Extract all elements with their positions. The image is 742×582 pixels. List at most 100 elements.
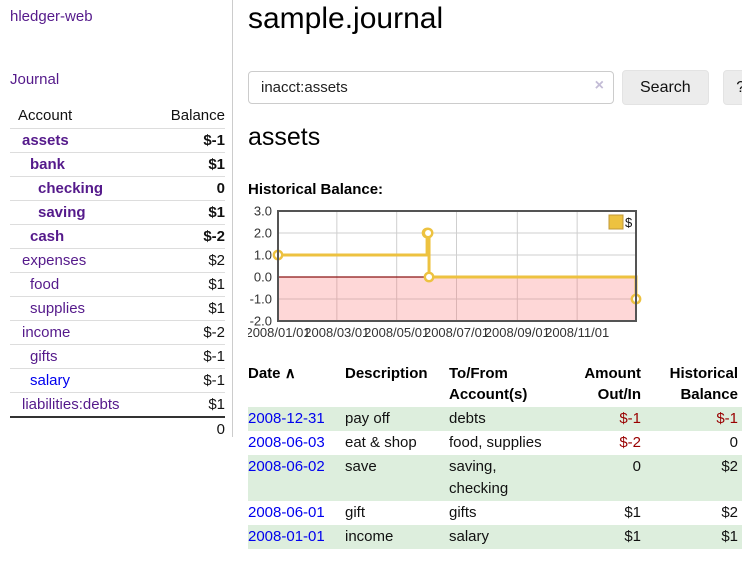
account-row: supplies $1 xyxy=(10,296,225,320)
account-link[interactable]: checking xyxy=(38,180,104,197)
accounts-header-balance: Balance xyxy=(170,107,225,124)
register-header-date[interactable]: Date ∧ xyxy=(248,365,296,382)
account-balance: $-1 xyxy=(203,348,225,365)
account-balance: $1 xyxy=(208,300,225,317)
register-header-balance: Historical Balance xyxy=(669,365,738,403)
svg-text:2008/07/01: 2008/07/01 xyxy=(424,325,489,340)
account-balance: $1 xyxy=(208,396,225,413)
register-balance: $-1 xyxy=(716,410,738,427)
svg-text:1.0: 1.0 xyxy=(254,248,272,263)
clear-search-icon[interactable]: × xyxy=(594,77,604,94)
register-date-link[interactable]: 2008-06-02 xyxy=(248,458,325,475)
svg-text:2008/05/01: 2008/05/01 xyxy=(364,325,429,340)
register-description: gift xyxy=(345,504,366,521)
register-description: pay off xyxy=(345,410,390,427)
register-balance: 0 xyxy=(729,434,738,451)
register-accounts: salary xyxy=(449,528,490,545)
account-link[interactable]: bank xyxy=(30,156,66,173)
register-table: Date ∧ Description To/From Account(s) Am… xyxy=(248,363,742,549)
register-header-description: Description xyxy=(345,365,428,382)
account-link[interactable]: saving xyxy=(38,204,86,221)
app-title-link[interactable]: hledger-web xyxy=(10,8,93,25)
account-balance: $-1 xyxy=(203,132,225,149)
search-bar: × Search ? xyxy=(248,70,742,105)
svg-text:2008/03/01: 2008/03/01 xyxy=(304,325,369,340)
account-link[interactable]: expenses xyxy=(22,252,87,269)
account-balance: $1 xyxy=(208,156,225,173)
svg-text:-1.0: -1.0 xyxy=(250,292,272,307)
register-accounts: debts xyxy=(449,410,486,427)
account-row: cash $-2 xyxy=(10,224,225,248)
account-link[interactable]: supplies xyxy=(30,300,86,317)
register-header-row: Date ∧ Description To/From Account(s) Am… xyxy=(248,363,742,405)
register-amount: 0 xyxy=(632,458,641,475)
account-row: gifts $-1 xyxy=(10,344,225,368)
register-description: income xyxy=(345,528,394,545)
accounts-total-row: 0 xyxy=(10,416,225,440)
search-input-wrap: × xyxy=(248,71,614,104)
register-date-link[interactable]: 2008-06-03 xyxy=(248,434,325,451)
register-accounts: gifts xyxy=(449,504,477,521)
register-amount: $1 xyxy=(624,504,641,521)
svg-text:0.0: 0.0 xyxy=(254,270,272,285)
register-balance: $2 xyxy=(721,504,738,521)
register-row: 2008-06-01 gift gifts $1 $2 xyxy=(248,501,742,525)
account-balance: $1 xyxy=(208,276,225,293)
help-button[interactable]: ? xyxy=(722,70,742,105)
search-input[interactable] xyxy=(248,71,614,104)
account-row: liabilities:debts $1 xyxy=(10,392,225,416)
account-link[interactable]: income xyxy=(22,324,71,341)
page-title: sample.journal xyxy=(248,2,444,35)
sidebar: hledger-web Journal Account Balance asse… xyxy=(0,0,233,440)
search-button[interactable]: Search xyxy=(622,70,709,105)
accounts-header-row: Account Balance xyxy=(10,104,225,128)
register-date-link[interactable]: 2008-06-01 xyxy=(248,504,325,521)
account-balance: $2 xyxy=(208,252,225,269)
register-row: 2008-06-03 eat & shop food, supplies $-2… xyxy=(248,431,742,455)
account-link[interactable]: liabilities:debts xyxy=(22,396,120,413)
register-date-link[interactable]: 2008-12-31 xyxy=(248,410,325,427)
account-row: bank $1 xyxy=(10,152,225,176)
main-content: sample.journal × Search ? assets Histori… xyxy=(248,0,742,582)
account-row: saving $1 xyxy=(10,200,225,224)
accounts-tree: Account Balance assets $-1 bank $1 check… xyxy=(10,104,225,440)
historical-balance-chart: $3.0 2.0 1.0 0.0 -1.0 -2.02008/01/012008/03/0… xyxy=(248,204,642,340)
register-description: eat & shop xyxy=(345,434,417,451)
register-accounts: food, supplies xyxy=(449,434,542,451)
register-row: 2008-12-31 pay off debts $-1 $-1 xyxy=(248,407,742,431)
account-link[interactable]: salary xyxy=(30,372,71,389)
account-balance: $1 xyxy=(208,204,225,221)
account-row: checking 0 xyxy=(10,176,225,200)
register-amount: $1 xyxy=(624,528,641,545)
register-balance: $2 xyxy=(721,458,738,475)
chart-label: Historical Balance: xyxy=(248,181,384,198)
register-accounts: saving, checking xyxy=(449,458,509,497)
account-row: income $-2 xyxy=(10,320,225,344)
svg-text:-2.0: -2.0 xyxy=(250,314,272,329)
register-header-amount: Amount Out/In xyxy=(584,365,641,403)
account-row: expenses $2 xyxy=(10,248,225,272)
account-balance: $-2 xyxy=(203,324,225,341)
register-row: 2008-01-01 income salary $1 $1 xyxy=(248,525,742,549)
svg-text:$: $ xyxy=(625,215,633,230)
register-date-link[interactable]: 2008-01-01 xyxy=(248,528,325,545)
account-row: salary $-1 xyxy=(10,368,225,392)
account-link[interactable]: cash xyxy=(30,228,65,245)
account-balance: 0 xyxy=(216,180,225,197)
account-link[interactable]: gifts xyxy=(30,348,58,365)
account-row: assets $-1 xyxy=(10,128,225,152)
register-row: 2008-06-02 save saving, checking 0 $2 xyxy=(248,455,742,501)
accounts-total-balance: 0 xyxy=(216,421,225,438)
account-link[interactable]: food xyxy=(30,276,60,293)
accounts-header-account: Account xyxy=(18,107,73,124)
account-link[interactable]: assets xyxy=(22,132,69,149)
svg-text:2.0: 2.0 xyxy=(254,226,272,241)
sort-asc-icon: ∧ xyxy=(284,365,296,382)
svg-text:2008/11/01: 2008/11/01 xyxy=(545,325,609,340)
sidebar-item-journal[interactable]: Journal xyxy=(10,71,60,88)
register-header-accounts: To/From Account(s) xyxy=(449,365,528,403)
register-amount: $-1 xyxy=(619,410,641,427)
register-amount: $-2 xyxy=(619,434,641,451)
account-balance: $-1 xyxy=(203,372,225,389)
svg-text:2008/01/01: 2008/01/01 xyxy=(248,325,311,340)
